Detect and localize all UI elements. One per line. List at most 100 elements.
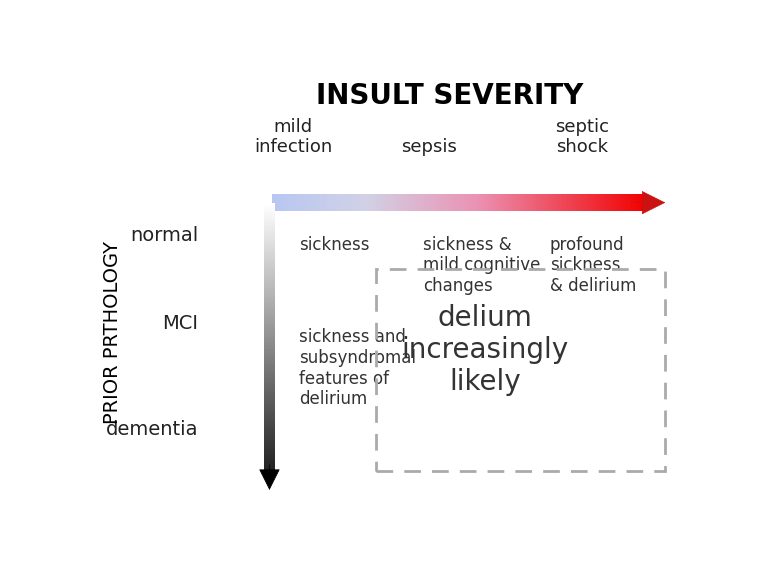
Bar	[389, 194, 390, 211]
Bar	[570, 194, 572, 211]
Bar	[264, 273, 275, 275]
Bar	[551, 194, 552, 211]
Bar	[264, 209, 275, 211]
Bar	[328, 194, 329, 211]
Bar	[264, 312, 275, 314]
Bar	[264, 473, 275, 475]
Bar	[529, 194, 530, 211]
Bar	[475, 194, 476, 211]
Bar	[264, 361, 275, 363]
Bar	[488, 194, 490, 211]
Bar	[583, 194, 584, 211]
Bar	[264, 416, 275, 418]
Bar	[618, 194, 620, 211]
Bar	[490, 194, 491, 211]
Bar	[264, 330, 275, 332]
Bar	[264, 212, 275, 214]
Bar	[463, 194, 464, 211]
Bar	[264, 387, 275, 389]
Bar	[264, 423, 275, 425]
Bar	[536, 194, 538, 211]
Bar	[533, 194, 535, 211]
Bar	[442, 194, 443, 211]
Bar	[545, 194, 546, 211]
Bar	[264, 296, 275, 299]
Bar	[264, 431, 275, 433]
Bar	[264, 463, 275, 465]
Bar	[447, 194, 448, 211]
Bar	[530, 194, 531, 211]
Bar	[264, 390, 275, 392]
Bar	[264, 348, 275, 350]
Bar	[566, 194, 568, 211]
Bar	[507, 194, 508, 211]
Bar	[264, 437, 275, 439]
Text: septic
shock: septic shock	[555, 118, 610, 156]
Bar	[384, 194, 386, 211]
Bar	[264, 291, 275, 293]
Bar	[305, 194, 306, 211]
Bar	[264, 242, 275, 243]
Bar	[282, 194, 283, 211]
Bar	[341, 194, 342, 211]
Bar	[380, 194, 382, 211]
Bar	[264, 350, 275, 352]
Bar	[319, 194, 321, 211]
Bar	[308, 194, 309, 211]
Bar	[329, 194, 331, 211]
Bar	[298, 194, 299, 211]
Bar	[264, 219, 275, 220]
Bar	[264, 250, 275, 251]
Bar	[547, 194, 549, 211]
Bar	[553, 194, 555, 211]
Bar	[264, 333, 275, 336]
Bar	[264, 286, 275, 288]
Bar	[628, 194, 629, 211]
Bar	[610, 194, 611, 211]
Bar	[264, 333, 275, 335]
Bar	[533, 194, 534, 211]
Bar	[264, 358, 275, 360]
Bar	[264, 222, 275, 223]
Bar	[546, 194, 548, 211]
Bar	[264, 373, 275, 375]
Bar	[264, 271, 275, 272]
Bar	[357, 194, 359, 211]
Bar	[453, 194, 454, 211]
Bar	[264, 329, 275, 331]
Bar	[357, 194, 358, 211]
Bar	[363, 194, 364, 211]
Bar	[264, 447, 275, 449]
Bar	[370, 194, 371, 211]
Bar	[563, 194, 565, 211]
Bar	[349, 194, 351, 211]
Bar	[264, 309, 275, 311]
Bar	[290, 194, 291, 211]
Bar	[264, 217, 275, 219]
Bar	[264, 239, 275, 240]
Bar	[328, 194, 330, 211]
Bar	[392, 194, 393, 211]
Bar	[436, 194, 437, 211]
Bar	[409, 194, 411, 211]
Bar	[549, 194, 550, 211]
Bar	[264, 321, 275, 323]
Bar	[565, 194, 566, 211]
Bar	[528, 194, 530, 211]
Bar	[264, 227, 275, 229]
Bar	[325, 194, 326, 211]
Bar	[264, 299, 275, 300]
Bar	[264, 454, 275, 456]
Bar	[264, 397, 275, 399]
Bar	[264, 445, 275, 447]
Bar	[264, 468, 275, 471]
Bar	[264, 256, 275, 258]
Bar	[264, 404, 275, 406]
Bar	[366, 194, 367, 211]
Bar	[437, 194, 438, 211]
Bar	[264, 349, 275, 351]
Bar	[424, 194, 426, 211]
Bar	[461, 194, 463, 211]
Bar	[361, 194, 363, 211]
Bar	[590, 194, 591, 211]
